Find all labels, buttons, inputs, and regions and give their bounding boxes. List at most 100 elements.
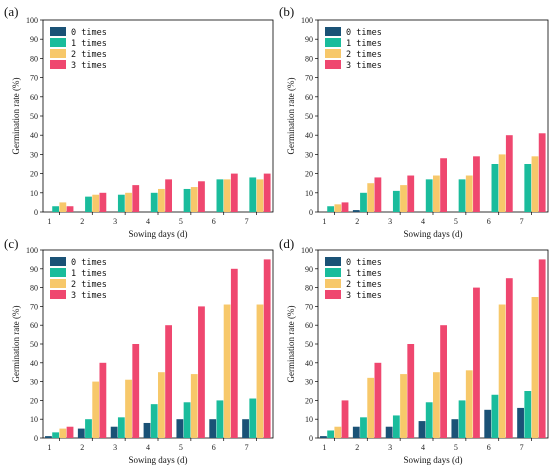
bar-3-times-day-2 [99, 192, 107, 212]
legend-swatch [325, 279, 341, 288]
y-tick-label: 100 [26, 16, 38, 25]
x-tick-label: 1 [322, 443, 326, 452]
bar-2-times-day-3 [400, 185, 407, 212]
legend-swatch [325, 268, 341, 277]
x-tick-label: 3 [113, 443, 117, 452]
y-tick-label: 20 [30, 170, 38, 179]
y-tick-label: 0 [34, 208, 38, 217]
legend-swatch [325, 60, 341, 69]
y-tick-label: 30 [30, 378, 38, 387]
bar-3-times-day-2 [374, 177, 382, 212]
x-tick-label: 7 [520, 443, 524, 452]
bar-2-times-day-1 [334, 204, 342, 212]
legend-swatch [50, 279, 66, 288]
bar-3-times-day-6 [505, 278, 513, 438]
bar-3-times-day-3 [407, 175, 415, 212]
bar-3-times-day-3 [132, 185, 140, 212]
legend-label: 1 times [71, 269, 107, 279]
bar-3-times-day-3 [132, 344, 140, 438]
legend-label: 3 times [71, 291, 107, 301]
bar-0-times-day-3 [385, 426, 393, 438]
bar-1-times-day-1 [327, 206, 335, 212]
legend-swatch [325, 290, 341, 299]
x-tick-label: 6 [487, 217, 491, 226]
bar-1-times-day-3 [117, 194, 125, 212]
chart-panel-3: (c) 0 10 20 30 40 50 60 70 80 90 100 Germination rat… [4, 236, 274, 465]
bar-2-times-day-1 [59, 202, 67, 212]
bar-1-times-day-3 [392, 415, 400, 438]
x-tick-label: 2 [355, 443, 359, 452]
bar-1-times-day-6 [491, 394, 499, 438]
bar-2-times-day-6 [223, 304, 231, 438]
y-tick-label: 50 [305, 340, 313, 349]
legend-label: 0 times [346, 258, 382, 268]
bar-1-times-day-4 [425, 402, 433, 438]
bar-3-times-day-5 [198, 181, 205, 212]
y-tick-label: 70 [305, 302, 313, 311]
bar-1-times-day-5 [458, 179, 466, 212]
bar-0-times-day-5 [451, 419, 459, 438]
y-tick-label: 0 [309, 208, 313, 217]
bar-0-times-day-4 [143, 422, 151, 438]
bar-3-times-day-5 [473, 287, 480, 438]
y-tick-label: 50 [30, 340, 38, 349]
bar-1-times-day-1 [52, 206, 60, 212]
y-axis-title: Germination rate (%) [286, 306, 296, 383]
y-tick-label: 20 [305, 170, 313, 179]
bar-1-times-day-2 [360, 417, 367, 438]
y-tick-label: 90 [305, 35, 313, 44]
bar-2-times-day-4 [433, 372, 440, 438]
bar-2-times-day-3 [400, 374, 407, 438]
bar-2-times-day-3 [125, 192, 132, 212]
bar-2-times-day-5 [190, 187, 198, 212]
bar-0-times-day-2 [352, 210, 360, 212]
bar-3-times-day-7 [538, 259, 546, 438]
legend-label: 0 times [346, 28, 382, 38]
x-tick-label: 4 [146, 443, 150, 452]
chart-panel-4: (d) 0 10 20 30 40 50 60 70 80 90 100 Germination rat… [279, 236, 549, 465]
bar-2-times-day-1 [334, 426, 342, 438]
x-tick-label: 3 [388, 443, 392, 452]
x-tick-label: 1 [47, 217, 51, 226]
bar-0-times-day-6 [209, 419, 217, 438]
bar-1-times-day-4 [425, 179, 433, 212]
bar-2-times-day-7 [531, 297, 539, 438]
y-tick-label: 0 [34, 434, 38, 443]
bar-3-times-day-4 [165, 325, 172, 438]
y-tick-label: 10 [30, 189, 38, 198]
x-axis-title: Sowing days (d) [404, 455, 463, 465]
x-tick-label: 6 [212, 217, 216, 226]
bar-3-times-day-4 [165, 179, 172, 212]
bar-2-times-day-5 [465, 175, 473, 212]
bar-1-times-day-7 [249, 177, 257, 212]
x-axis-title: Sowing days (d) [404, 229, 463, 239]
x-axis-title: Sowing days (d) [129, 455, 188, 465]
y-tick-label: 50 [30, 112, 38, 121]
bar-2-times-day-6 [498, 304, 506, 438]
bar-2-times-day-4 [433, 175, 440, 212]
bar-2-times-day-4 [158, 372, 165, 438]
legend-label: 2 times [346, 280, 382, 290]
bar-1-times-day-4 [150, 404, 158, 438]
legend-swatch [325, 38, 341, 47]
x-tick-label: 5 [454, 443, 458, 452]
legend-swatch [325, 49, 341, 58]
x-tick-label: 2 [80, 217, 84, 226]
y-tick-label: 10 [305, 415, 313, 424]
y-tick-label: 90 [305, 265, 313, 274]
bar-1-times-day-5 [183, 188, 191, 212]
bar-3-times-day-2 [99, 362, 107, 438]
bar-3-times-day-1 [66, 206, 74, 212]
bar-1-times-day-7 [249, 398, 257, 438]
bar-2-times-day-2 [367, 183, 375, 212]
x-tick-label: 4 [146, 217, 150, 226]
x-tick-label: 7 [245, 217, 249, 226]
y-axis-title: Germination rate (%) [11, 306, 21, 383]
bar-0-times-day-3 [110, 426, 118, 438]
chart-panel-1: (a) 0 10 20 30 40 50 60 70 80 90 100 Germination rat… [4, 4, 274, 239]
legend-label: 0 times [71, 28, 107, 38]
y-tick-label: 100 [301, 16, 313, 25]
y-tick-label: 10 [305, 189, 313, 198]
